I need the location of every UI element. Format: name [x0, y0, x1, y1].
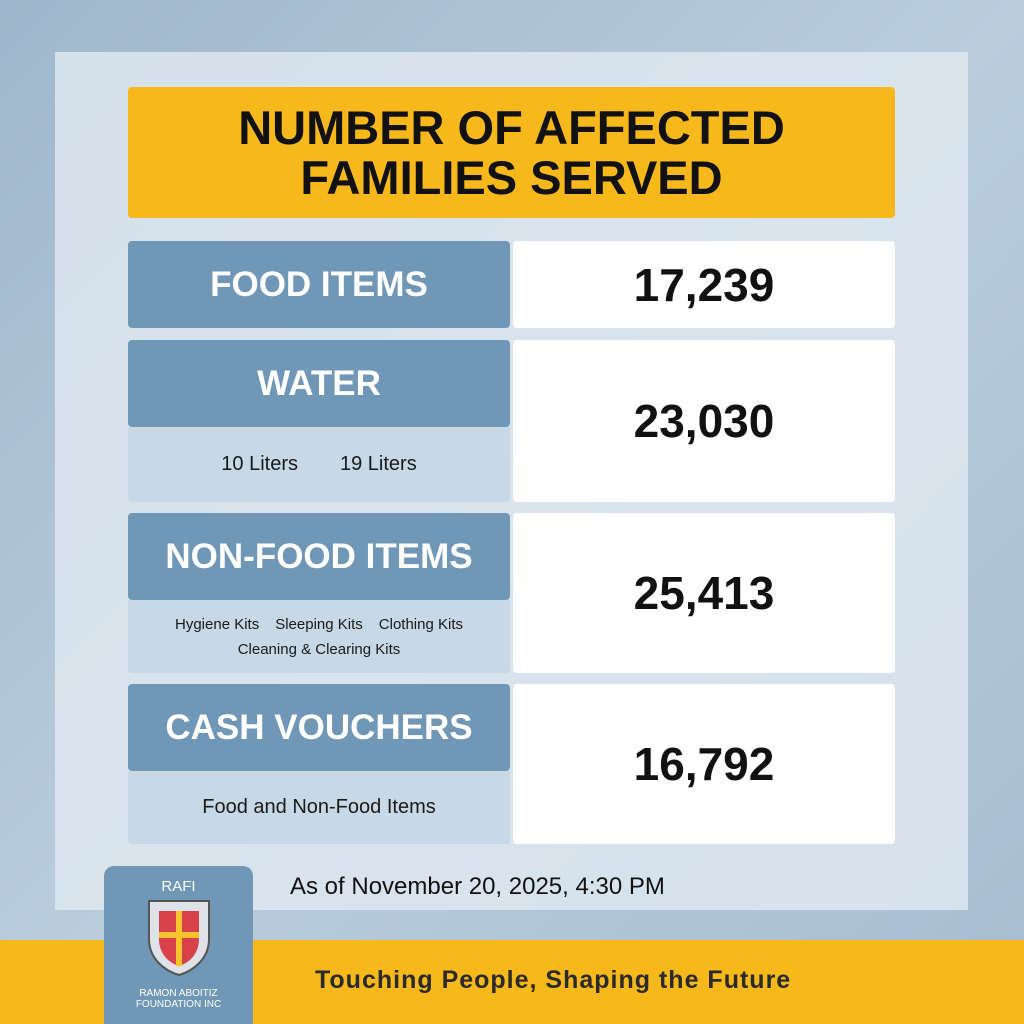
cash-vouchers-value: 16,792	[513, 684, 895, 844]
non-food-items-label: NON-FOOD ITEMS	[128, 513, 510, 600]
rafi-logo: RAFI RAMON ABOITIZ FOUNDATION INC	[104, 866, 253, 1024]
water-label: WATER	[128, 340, 510, 427]
logo-acronym: RAFI	[161, 878, 196, 895]
nfi-sub-clothing: Clothing Kits	[378, 615, 463, 633]
food-items-label: FOOD ITEMS	[128, 241, 510, 328]
nfi-sub-cleaning: Cleaning & Clearing Kits	[237, 640, 401, 658]
water-subitems: 10 Liters 19 Liters	[128, 427, 510, 502]
shield-crest-icon	[147, 900, 210, 977]
as-of-date: As of November 20, 2025, 4:30 PM	[290, 873, 665, 900]
non-food-subitems: Hygiene Kits Sleeping Kits Clothing Kits…	[128, 600, 510, 673]
water-sub-19l: 19 Liters	[340, 453, 417, 475]
water-value: 23,030	[513, 340, 895, 502]
cash-sub-items: Food and Non-Food Items	[202, 796, 436, 818]
logo-name-1: RAMON ABOITIZ	[139, 988, 218, 999]
water-sub-10l: 10 Liters	[221, 453, 298, 475]
nfi-sub-hygiene: Hygiene Kits	[175, 615, 260, 633]
nfi-sub-sleeping: Sleeping Kits	[275, 615, 363, 633]
tagline: Touching People, Shaping the Future	[315, 966, 792, 994]
cash-vouchers-subitems: Food and Non-Food Items	[128, 771, 510, 844]
logo-name-2: FOUNDATION INC	[135, 999, 222, 1010]
food-items-value: 17,239	[513, 241, 895, 328]
cash-vouchers-label: CASH VOUCHERS	[128, 684, 510, 771]
non-food-items-value: 25,413	[513, 513, 895, 673]
page-title: NUMBER OF AFFECTED FAMILIES SERVED	[128, 87, 895, 218]
